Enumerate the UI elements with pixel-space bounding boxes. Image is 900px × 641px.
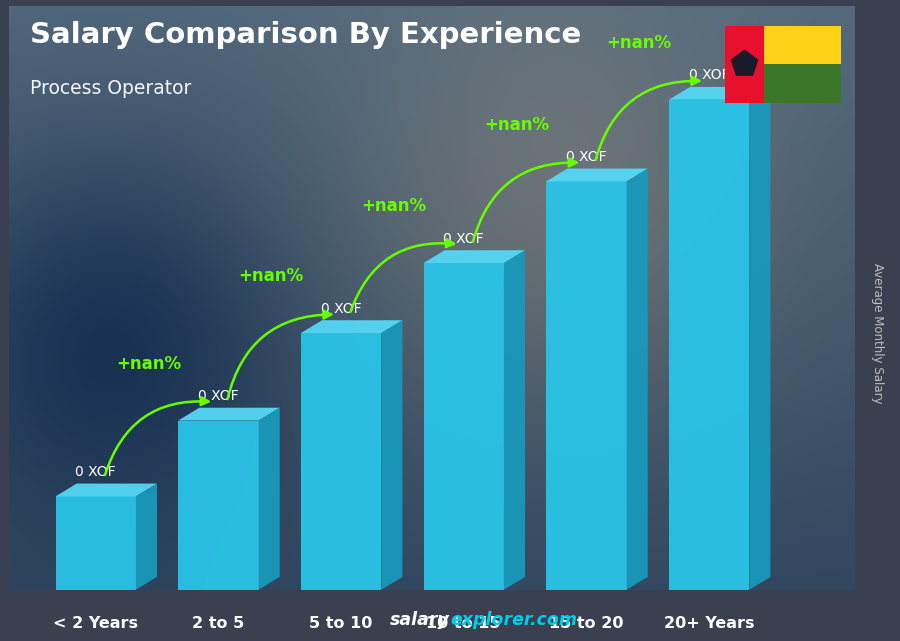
Text: 10 to 15: 10 to 15 [427, 616, 501, 631]
Polygon shape [258, 408, 280, 590]
Text: 20+ Years: 20+ Years [664, 616, 754, 631]
Polygon shape [626, 169, 648, 590]
Text: 0 XOF: 0 XOF [566, 150, 607, 164]
Text: Process Operator: Process Operator [31, 79, 192, 98]
Text: 0 XOF: 0 XOF [320, 301, 362, 315]
Text: 2 to 5: 2 to 5 [193, 616, 245, 631]
Polygon shape [56, 496, 136, 590]
Polygon shape [301, 320, 402, 333]
Text: Salary Comparison By Experience: Salary Comparison By Experience [31, 21, 581, 49]
Polygon shape [504, 250, 525, 590]
Text: +nan%: +nan% [362, 197, 427, 215]
Text: +nan%: +nan% [116, 354, 181, 372]
Polygon shape [546, 169, 648, 181]
Text: 0 XOF: 0 XOF [198, 389, 238, 403]
Bar [725, 26, 764, 103]
Text: 0 XOF: 0 XOF [444, 231, 484, 246]
Polygon shape [669, 100, 749, 590]
Text: 15 to 20: 15 to 20 [549, 616, 624, 631]
Polygon shape [669, 87, 770, 100]
Text: Average Monthly Salary: Average Monthly Salary [871, 263, 884, 404]
Text: salary: salary [390, 612, 450, 629]
Polygon shape [546, 181, 626, 590]
Polygon shape [56, 483, 157, 496]
Polygon shape [301, 333, 382, 590]
Text: +nan%: +nan% [607, 34, 671, 52]
Text: < 2 Years: < 2 Years [53, 616, 139, 631]
Polygon shape [749, 87, 770, 590]
Polygon shape [136, 483, 157, 590]
Polygon shape [178, 420, 258, 590]
Polygon shape [424, 250, 525, 263]
Polygon shape [382, 320, 402, 590]
Text: +nan%: +nan% [484, 115, 549, 133]
Polygon shape [424, 263, 504, 590]
Bar [764, 26, 841, 64]
Text: explorer.com: explorer.com [450, 612, 577, 629]
Bar [764, 64, 841, 103]
Text: 0 XOF: 0 XOF [76, 465, 116, 479]
Text: 0 XOF: 0 XOF [688, 68, 729, 82]
Text: +nan%: +nan% [238, 267, 304, 285]
Polygon shape [178, 408, 280, 420]
Text: 5 to 10: 5 to 10 [310, 616, 373, 631]
